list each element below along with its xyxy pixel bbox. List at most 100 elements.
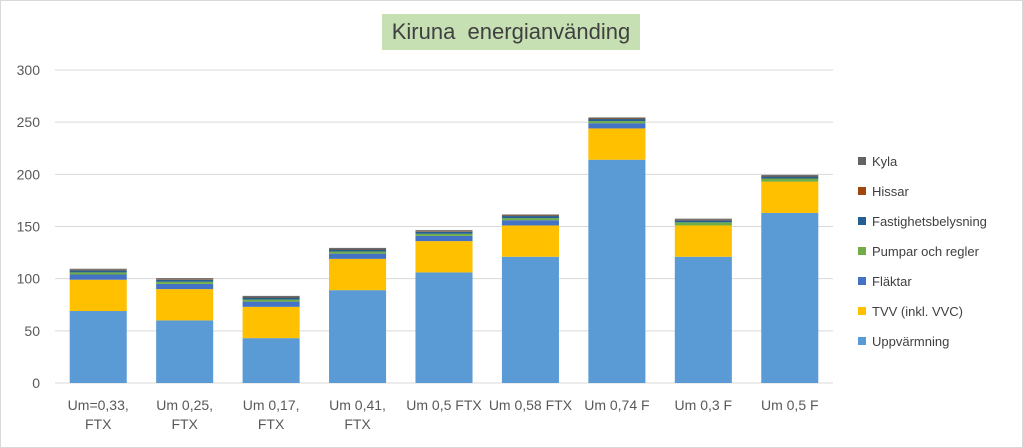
bar-segment-4 [674,220,732,223]
bar-segment-1 [588,128,646,160]
y-tick-label: 300 [17,62,41,78]
bar-segment-0 [588,159,646,383]
bar-segment-4 [156,279,214,282]
bar-segment-1 [156,289,214,321]
bar-segment-0 [415,272,473,383]
bar-segment-2 [242,301,300,307]
bar-segment-3 [501,218,559,221]
x-tick-label: Um 0,5 FTX [406,397,482,413]
bar-segment-0 [674,256,732,383]
legend-swatch [858,187,866,195]
bar-segment-5 [415,231,473,232]
legend-item: Hissar [858,176,987,206]
x-tick-label: FTX [258,416,285,432]
bar-segment-4 [242,297,300,300]
x-tick-label: Um 0,58 FTX [489,397,573,413]
bar-segment-1 [501,225,559,257]
legend-item: Pumpar och regler [858,236,987,266]
bar-segment-0 [69,311,127,383]
legend-item: Fläktar [858,266,987,296]
bar-stack [156,278,214,383]
legend-swatch [858,157,866,165]
bar-segment-5 [761,175,819,177]
bar-segment-1 [69,279,127,312]
bar-stack [415,230,473,383]
bar-segment-5 [588,118,646,120]
y-tick-label: 250 [17,114,41,130]
y-tick-label: 150 [17,219,41,235]
bar-segment-1 [674,225,732,257]
bar-stack [69,268,127,383]
bar-segment-6 [156,278,214,280]
y-tick-label: 200 [17,166,41,182]
bar-segment-2 [415,235,473,242]
bar-segment-4 [761,176,819,179]
bar-stack [242,295,300,383]
bar-segment-4 [329,249,387,252]
legend: Kyla Hissar Fastighetsbelysning Pumpar och … [858,146,987,356]
x-tick-label: Um 0,5 F [761,397,819,413]
bar-segment-6 [761,174,819,176]
legend-swatch [858,337,866,345]
bar-segment-4 [415,231,473,234]
bar-segment-0 [761,212,819,383]
bar-segment-3 [329,251,387,254]
x-tick-label: Um 0,25, [156,397,213,413]
bar-stack [761,174,819,383]
x-tick-label: FTX [171,416,198,432]
x-tick-label: Um=0,33, [68,397,129,413]
bar-segment-6 [415,230,473,232]
bar-segment-2 [501,220,559,226]
legend-swatch [858,277,866,285]
legend-label: Hissar [872,183,909,199]
bar-segment-0 [156,320,214,383]
x-tick-label: Um 0,3 F [675,397,733,413]
bar-segment-6 [501,214,559,216]
legend-swatch [858,247,866,255]
bar-segment-1 [415,241,473,273]
bar-segment-3 [242,299,300,302]
legend-item: Kyla [858,146,987,176]
x-tick-label: Um 0,41, [329,397,386,413]
legend-label: TVV (inkl. VVC) [872,303,964,319]
bar-segment-6 [329,247,387,249]
bar-segment-2 [156,283,214,290]
legend-item: Uppvärmning [858,326,987,356]
bar-segment-3 [69,272,127,275]
bar-segment-5 [329,248,387,250]
chart-title: Kiruna energianvänding [391,19,631,44]
x-tick-label: Um 0,17, [243,397,300,413]
bar-stack [501,214,559,383]
bar-segment-5 [156,279,214,280]
bar-segment-5 [242,296,300,298]
bar-segment-3 [588,121,646,124]
bar-segment-4 [69,270,127,273]
bar-segment-3 [415,233,473,236]
x-tick-label: FTX [344,416,371,432]
bar-segment-5 [674,219,732,221]
bar-segment-1 [329,258,387,291]
bar-segment-6 [674,218,732,220]
bar-segment-0 [242,338,300,383]
bar-segment-1 [242,306,300,339]
y-tick-label: 0 [32,375,40,391]
y-tick-label: 50 [24,323,40,339]
bar-segment-3 [674,222,732,226]
bar-stack [674,218,732,383]
legend-swatch [858,217,866,225]
bar-segment-4 [501,216,559,219]
legend-label: Kyla [872,153,898,169]
bar-segment-4 [588,119,646,122]
bar-segment-2 [329,253,387,259]
bar-segment-3 [156,281,214,284]
legend-label: Uppvärmning [872,333,950,349]
legend-label: Fastighetsbelysning [872,213,987,229]
y-tick-label: 100 [17,271,41,287]
chart-title-box: Kiruna energianvänding [382,14,640,50]
bar-segment-6 [69,268,127,270]
bar-segment-5 [501,215,559,217]
bar-segment-6 [588,117,646,119]
legend-item: TVV (inkl. VVC) [858,296,987,326]
bar-segment-3 [761,178,819,182]
